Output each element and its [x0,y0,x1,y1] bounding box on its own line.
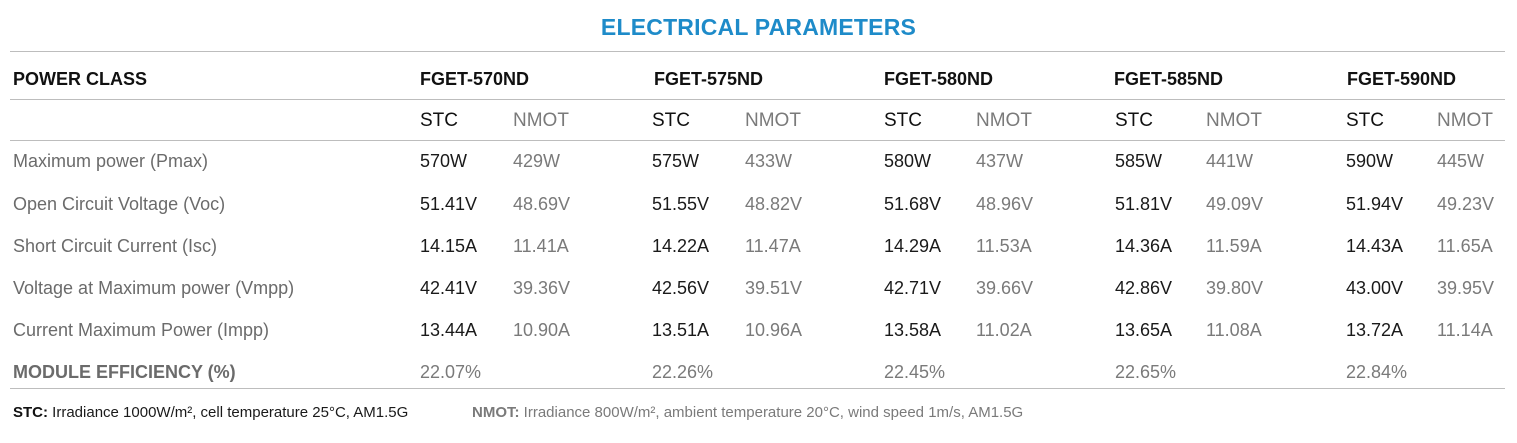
stc-header: STC [1346,110,1384,131]
stc-value: 13.72A [1346,320,1404,340]
stc-value: 13.65A [1115,320,1173,340]
stc-value: 14.43A [1346,236,1404,256]
nmot-value: 11.47A [745,236,801,256]
stc-value: 585W [1115,151,1163,171]
row-label: Maximum power (Pmax) [13,151,209,171]
nmot-value: 10.90A [513,320,571,340]
stc-value: 51.81V [1115,194,1173,214]
stc-footnote-text: Irradiance 1000W/m², cell temperature 25… [52,404,409,421]
stc-value: 13.51A [652,320,710,340]
stc-value: 42.86V [1115,278,1173,298]
divider-bottom [10,388,1505,389]
stc-value: 51.41V [420,194,478,214]
power-class-label: POWER CLASS [13,69,148,89]
nmot-footnote: NMOT: Irradiance 800W/m², ambient temper… [472,404,1023,422]
nmot-value: 49.09V [1206,194,1264,214]
nmot-value: 11.53A [976,236,1032,256]
stc-value: 42.71V [884,278,942,298]
nmot-value: 11.08A [1206,320,1262,340]
model-name: FGET-590ND [1347,69,1457,89]
efficiency-value: 22.26% [652,362,714,382]
efficiency-value: 22.45% [884,362,946,382]
nmot-value: 11.14A [1437,320,1493,340]
nmot-value: 433W [745,151,793,171]
stc-value: 43.00V [1346,278,1404,298]
stc-value: 14.29A [884,236,942,256]
stc-value: 13.44A [420,320,478,340]
stc-value: 570W [420,151,468,171]
nmot-value: 49.23V [1437,194,1495,214]
nmot-value: 11.41A [513,236,569,256]
nmot-footnote-text: Irradiance 800W/m², ambient temperature … [523,404,1024,421]
divider-top [10,51,1505,52]
stc-value: 51.68V [884,194,942,214]
efficiency-value: 22.65% [1115,362,1177,382]
stc-value: 14.22A [652,236,710,256]
stc-footnote: STC: Irradiance 1000W/m², cell temperatu… [13,404,408,422]
efficiency-value: 22.07% [420,362,482,382]
nmot-value: 39.51V [745,278,803,298]
nmot-header: NMOT [1206,110,1262,131]
stc-footnote-key: STC: [13,404,48,421]
nmot-value: 11.59A [1206,236,1262,256]
row-label: Voltage at Maximum power (Vmpp) [13,278,295,298]
efficiency-label: MODULE EFFICIENCY (%) [13,362,236,382]
page-title: ELECTRICAL PARAMETERS [600,14,917,40]
stc-value: 14.36A [1115,236,1173,256]
nmot-header: NMOT [513,110,569,131]
nmot-footnote-key: NMOT: [472,404,520,421]
stc-header: STC [652,110,690,131]
nmot-value: 429W [513,151,561,171]
nmot-value: 11.65A [1437,236,1493,256]
stc-value: 42.56V [652,278,710,298]
nmot-value: 48.69V [513,194,571,214]
model-name: FGET-580ND [884,69,994,89]
model-name: FGET-575ND [654,69,764,89]
model-name: FGET-570ND [420,69,530,89]
stc-value: 14.15A [420,236,478,256]
row-label: Open Circuit Voltage (Voc) [13,194,226,214]
nmot-header: NMOT [976,110,1032,131]
stc-value: 580W [884,151,932,171]
stc-value: 51.55V [652,194,710,214]
stc-header: STC [420,110,458,131]
nmot-value: 39.95V [1437,278,1495,298]
divider-subheader [10,140,1505,141]
nmot-header: NMOT [1437,110,1493,131]
nmot-value: 437W [976,151,1024,171]
stc-value: 575W [652,151,700,171]
nmot-header: NMOT [745,110,801,131]
nmot-value: 11.02A [976,320,1032,340]
nmot-value: 39.36V [513,278,571,298]
stc-value: 590W [1346,151,1394,171]
nmot-value: 445W [1437,151,1485,171]
stc-header: STC [884,110,922,131]
nmot-value: 48.96V [976,194,1034,214]
stc-value: 51.94V [1346,194,1404,214]
divider-header [10,99,1505,100]
nmot-value: 39.80V [1206,278,1264,298]
row-label: Short Circuit Current (Isc) [13,236,218,256]
nmot-value: 10.96A [745,320,803,340]
stc-value: 13.58A [884,320,942,340]
model-name: FGET-585ND [1114,69,1224,89]
nmot-value: 441W [1206,151,1254,171]
nmot-value: 48.82V [745,194,803,214]
row-label: Current Maximum Power (Impp) [13,320,270,340]
stc-header: STC [1115,110,1153,131]
nmot-value: 39.66V [976,278,1034,298]
efficiency-value: 22.84% [1346,362,1408,382]
stc-value: 42.41V [420,278,478,298]
